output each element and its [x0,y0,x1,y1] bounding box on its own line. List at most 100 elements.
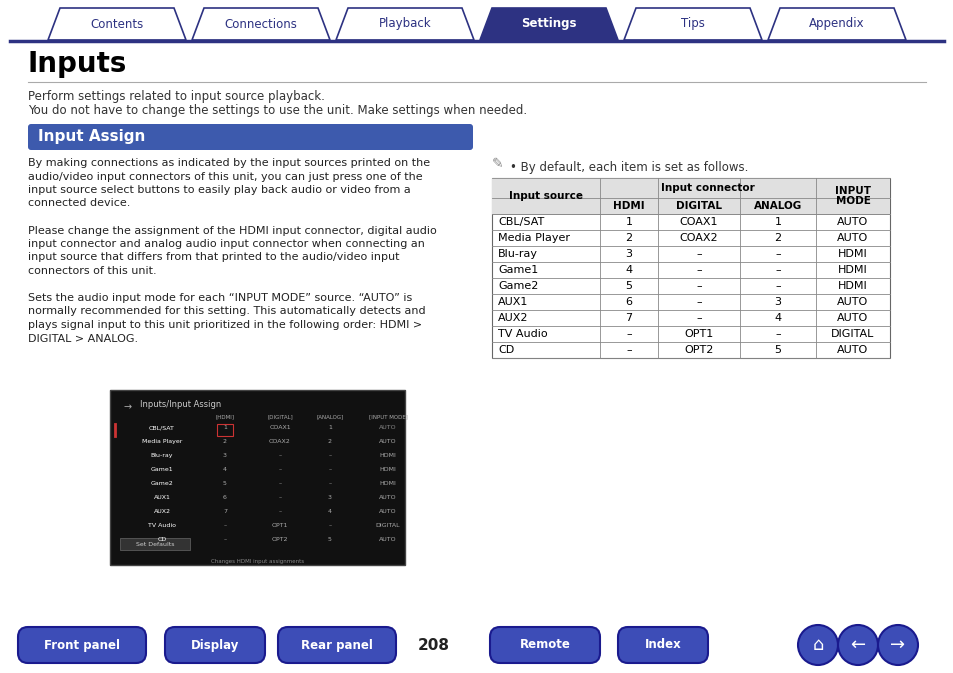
Text: AUTO: AUTO [837,297,868,307]
Text: Display: Display [191,639,239,651]
Text: COAX1: COAX1 [269,425,291,430]
Text: 7: 7 [625,313,632,323]
Text: AUTO: AUTO [837,217,868,227]
Text: 4: 4 [774,313,781,323]
Text: Contents: Contents [91,17,144,30]
Text: Input source: Input source [509,191,582,201]
Text: Media Player: Media Player [497,233,569,243]
Polygon shape [335,8,474,40]
Text: AUTO: AUTO [837,233,868,243]
Text: Game2: Game2 [497,281,537,291]
Text: HDMI: HDMI [379,453,396,458]
Text: 7: 7 [223,509,227,514]
Text: 1: 1 [223,425,227,430]
Text: Changes HDMI input assignments: Changes HDMI input assignments [211,559,304,564]
Text: DIGITAL: DIGITAL [375,523,400,528]
Circle shape [797,625,837,665]
Text: Blu-ray: Blu-ray [497,249,537,259]
FancyBboxPatch shape [165,627,265,663]
Text: –: – [223,537,226,542]
FancyBboxPatch shape [28,124,473,150]
Text: Game1: Game1 [497,265,537,275]
Text: –: – [625,345,631,355]
Text: [HDMI]: [HDMI] [215,414,234,419]
Text: 6: 6 [625,297,632,307]
Text: –: – [696,313,701,323]
Text: –: – [328,453,332,458]
Text: AUTO: AUTO [378,495,396,500]
Text: –: – [696,297,701,307]
Bar [216,424,233,436]
Text: normally recommended for this setting. This automatically detects and: normally recommended for this setting. T… [28,306,425,316]
Polygon shape [479,8,618,40]
Text: [INPUT MODE]: [INPUT MODE] [368,414,407,419]
Text: INPUT
MODE: INPUT MODE [834,186,870,207]
Text: 5: 5 [774,345,781,355]
Text: OPT1: OPT1 [683,329,713,339]
Text: –: – [696,281,701,291]
Text: 2: 2 [625,233,632,243]
Text: ✎: ✎ [492,157,503,171]
Polygon shape [767,8,905,40]
Text: 3: 3 [625,249,632,259]
Text: DIGITAL: DIGITAL [830,329,874,339]
Text: CBL/SAT: CBL/SAT [149,425,174,430]
Text: HDMI: HDMI [613,201,644,211]
Text: By making connections as indicated by the input sources printed on the: By making connections as indicated by th… [28,158,430,168]
Text: Tips: Tips [680,17,704,30]
Text: COAX1: COAX1 [679,217,718,227]
Text: 4: 4 [625,265,632,275]
Text: 5: 5 [328,537,332,542]
Text: [ANALOG]: [ANALOG] [316,414,343,419]
Text: plays signal input to this unit prioritized in the following order: HDMI >: plays signal input to this unit prioriti… [28,320,421,330]
Text: 2: 2 [223,439,227,444]
Text: AUTO: AUTO [378,439,396,444]
Text: –: – [775,281,780,291]
Text: –: – [278,467,281,472]
Text: Connections: Connections [224,17,297,30]
Text: AUX1: AUX1 [497,297,528,307]
Text: 1: 1 [625,217,632,227]
FancyBboxPatch shape [277,627,395,663]
Text: • By default, each item is set as follows.: • By default, each item is set as follow… [510,161,747,174]
Text: –: – [278,481,281,486]
Text: ⌂: ⌂ [811,636,822,654]
Text: AUX2: AUX2 [153,509,171,514]
Text: CBL/SAT: CBL/SAT [497,217,543,227]
Text: Playback: Playback [378,17,431,30]
Text: 3: 3 [774,297,781,307]
Text: AUTO: AUTO [378,425,396,430]
Text: HDMI: HDMI [838,265,867,275]
Text: →: → [124,402,132,412]
Text: –: – [328,481,332,486]
Polygon shape [48,8,186,40]
Text: COAX2: COAX2 [679,233,718,243]
Text: HDMI: HDMI [379,467,396,472]
Text: Front panel: Front panel [44,639,120,651]
Text: Sets the audio input mode for each “INPUT MODE” source. “AUTO” is: Sets the audio input mode for each “INPU… [28,293,412,303]
Text: Inputs/Input Assign: Inputs/Input Assign [140,400,221,409]
Text: [DIGITAL]: [DIGITAL] [267,414,293,419]
FancyBboxPatch shape [490,627,599,663]
Text: 4: 4 [223,467,227,472]
Text: DIGITAL: DIGITAL [676,201,721,211]
Text: AUTO: AUTO [378,537,396,542]
Text: input connector and analog audio input connector when connecting an: input connector and analog audio input c… [28,239,424,249]
Text: –: – [278,495,281,500]
Text: Input connector: Input connector [660,183,754,193]
Text: You do not have to change the settings to use the unit. Make settings when neede: You do not have to change the settings t… [28,104,527,117]
Text: OPT2: OPT2 [683,345,713,355]
Text: HDMI: HDMI [838,281,867,291]
Text: AUX2: AUX2 [497,313,528,323]
Text: –: – [223,523,226,528]
Bar [492,198,889,214]
Text: TV Audio: TV Audio [148,523,175,528]
Text: 2: 2 [328,439,332,444]
Text: –: – [328,467,332,472]
Text: DIGITAL > ANALOG.: DIGITAL > ANALOG. [28,334,138,343]
Text: AUTO: AUTO [378,509,396,514]
Text: CD: CD [497,345,514,355]
Text: OPT2: OPT2 [272,537,288,542]
Polygon shape [623,8,761,40]
Text: –: – [625,329,631,339]
